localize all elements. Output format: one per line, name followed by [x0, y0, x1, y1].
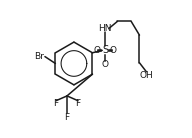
Text: S: S: [102, 45, 108, 55]
Text: O: O: [93, 46, 100, 55]
Text: O: O: [110, 46, 117, 55]
Text: F: F: [53, 99, 59, 108]
Text: O: O: [101, 60, 108, 69]
Text: OH: OH: [140, 71, 153, 80]
Text: F: F: [65, 113, 70, 123]
Text: F: F: [75, 99, 81, 108]
Text: HN: HN: [98, 24, 112, 33]
Text: Br: Br: [35, 52, 45, 61]
